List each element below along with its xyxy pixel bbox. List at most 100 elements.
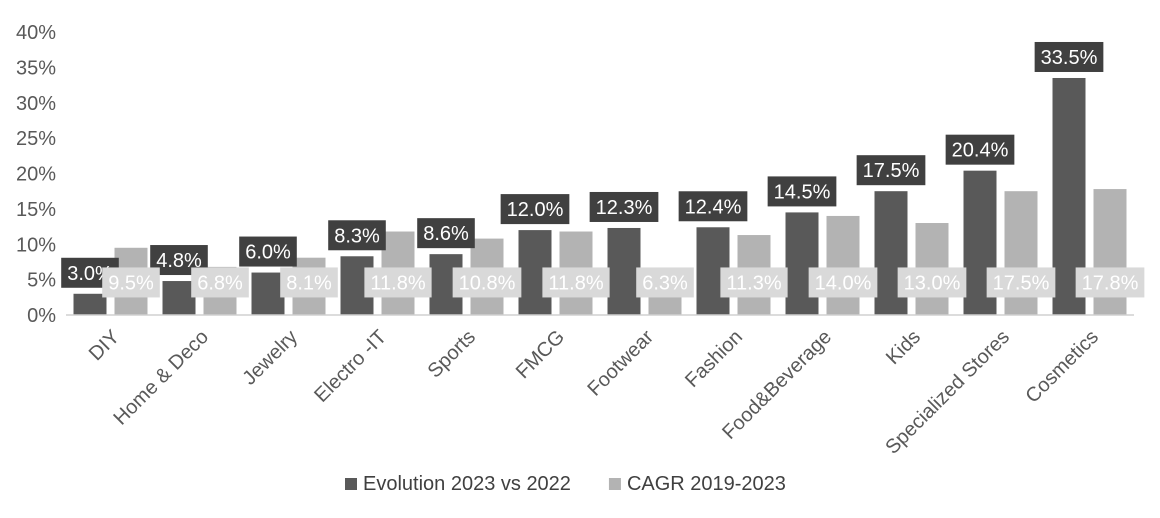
data-labels: 3.0% 4.8% 6.0% 8.3% 8.6% 12.0% 12.3% 12.4% 14.5%… — [61, 41, 1145, 298]
cagr-data-label: 11.3% — [726, 272, 781, 294]
x-category-label: Home & Deco — [109, 326, 213, 430]
cagr-data-label: 11.8% — [370, 272, 425, 294]
bar-evolution — [607, 227, 641, 315]
evolution-data-label: 17.5% — [863, 160, 920, 182]
x-category-label: Cosmetics — [1021, 326, 1103, 408]
evolution-data-label-box: 8.3% — [328, 220, 386, 251]
evolution-data-label: 3.0% — [67, 263, 113, 285]
x-category-label: Fashion — [681, 326, 747, 392]
cagr-data-label-background — [102, 267, 160, 298]
cagr-data-label: 6.3% — [642, 272, 688, 294]
evolution-data-label-box: 12.3% — [589, 191, 659, 222]
cagr-data-label: 14.0% — [815, 272, 872, 294]
evolution-data-label-background — [500, 194, 570, 225]
cagr-data-label-box: 9.5% — [102, 267, 160, 298]
x-category-label: Footwear — [584, 326, 659, 401]
bar-evolution — [73, 293, 107, 315]
legend-label-cagr: CAGR 2019-2023 — [627, 473, 786, 495]
x-category-label: Kids — [882, 326, 925, 369]
cagr-data-label-box: 14.0% — [808, 267, 878, 298]
evolution-data-label: 8.6% — [423, 223, 469, 245]
x-category-label: Electro -IT — [310, 326, 391, 407]
evolution-data-label-box: 12.4% — [678, 191, 748, 222]
y-tick-label: 20% — [16, 164, 56, 186]
cagr-data-label-background — [280, 267, 338, 298]
cagr-data-label-box: 17.5% — [986, 267, 1056, 298]
evolution-data-label-background — [767, 176, 837, 207]
evolution-data-label-background — [678, 191, 748, 222]
cagr-data-label: 8.1% — [286, 272, 332, 294]
evolution-data-label: 4.8% — [156, 250, 202, 272]
cagr-data-label-background — [191, 267, 249, 298]
cagr-data-label-background — [1075, 267, 1145, 298]
cagr-data-label: 17.8% — [1082, 272, 1139, 294]
x-category-label: Sports — [424, 326, 480, 382]
cagr-data-label-box: 13.0% — [897, 267, 967, 298]
evolution-data-label-box: 12.0% — [500, 194, 570, 225]
cagr-data-label-background — [720, 267, 788, 298]
cagr-data-label-box: 8.1% — [280, 267, 338, 298]
evolution-data-label: 12.0% — [507, 199, 564, 221]
y-tick-label: 25% — [16, 128, 56, 150]
evolution-data-label-box: 17.5% — [856, 155, 926, 186]
legend: Evolution 2023 vs 2022 CAGR 2019-2023 — [345, 473, 786, 495]
x-category-label: FMCG — [512, 326, 569, 383]
bar-evolution — [785, 212, 819, 315]
legend-swatch-evolution — [345, 478, 357, 490]
cagr-data-label-box: 6.3% — [636, 267, 694, 298]
cagr-data-label: 13.0% — [904, 272, 961, 294]
cagr-data-label-background — [636, 267, 694, 298]
x-category-label: DIY — [85, 326, 124, 365]
y-tick-label: 35% — [16, 57, 56, 79]
cagr-data-label: 9.5% — [108, 272, 154, 294]
cagr-data-label-background — [364, 267, 432, 298]
bar-cagr — [826, 215, 860, 315]
evolution-data-label: 8.3% — [334, 225, 380, 247]
cagr-data-label-box: 17.8% — [1075, 267, 1145, 298]
evolution-data-label-box: 33.5% — [1034, 41, 1104, 72]
cagr-data-label-background — [452, 267, 522, 298]
evolution-data-label-background — [239, 236, 297, 267]
bar-evolution — [162, 281, 196, 315]
evolution-data-label: 20.4% — [952, 140, 1009, 162]
evolution-data-label: 33.5% — [1041, 47, 1098, 69]
cagr-data-label: 11.8% — [548, 272, 603, 294]
evolution-data-label-box: 6.0% — [239, 236, 297, 267]
y-tick-label: 0% — [27, 305, 56, 327]
evolution-data-label-background — [417, 218, 475, 249]
cagr-data-label-box: 11.3% — [720, 267, 788, 298]
evolution-data-label-background — [856, 155, 926, 186]
evolution-data-label-box: 8.6% — [417, 218, 475, 249]
legend-swatch-cagr — [608, 478, 621, 490]
cagr-data-label-background — [986, 267, 1056, 298]
cagr-data-label-box: 10.8% — [452, 267, 522, 298]
evolution-data-label: 12.4% — [685, 196, 742, 218]
cagr-data-label-box: 11.8% — [542, 267, 610, 298]
evolution-data-label-background — [1034, 41, 1104, 72]
y-axis: 0% 5% 10% 15% 20% 25% 30% 35% 40% — [16, 22, 56, 327]
evolution-data-label-box: 14.5% — [767, 176, 837, 207]
cagr-data-label-box: 6.8% — [191, 267, 249, 298]
cagr-data-label-background — [542, 267, 610, 298]
y-tick-label: 30% — [16, 93, 56, 115]
legend-label-evolution: Evolution 2023 vs 2022 — [363, 473, 571, 495]
y-tick-label: 15% — [16, 199, 56, 221]
x-category-label: Jewelry — [239, 326, 302, 389]
bar-evolution — [251, 272, 285, 315]
evolution-data-label: 14.5% — [774, 181, 831, 203]
evolution-data-label-box: 20.4% — [945, 134, 1015, 165]
y-tick-label: 40% — [16, 22, 56, 44]
evolution-data-label: 12.3% — [596, 197, 653, 219]
evolution-data-label-background — [945, 134, 1015, 165]
cagr-data-label: 17.5% — [993, 272, 1050, 294]
evolution-data-label-background — [328, 220, 386, 251]
y-tick-label: 10% — [16, 234, 56, 256]
cagr-data-label-background — [808, 267, 878, 298]
cagr-data-label: 10.8% — [459, 272, 516, 294]
evolution-data-label: 6.0% — [245, 242, 291, 264]
cagr-data-label-box: 11.8% — [364, 267, 432, 298]
evolution-data-label-background — [589, 191, 659, 222]
cagr-data-label: 6.8% — [197, 272, 243, 294]
